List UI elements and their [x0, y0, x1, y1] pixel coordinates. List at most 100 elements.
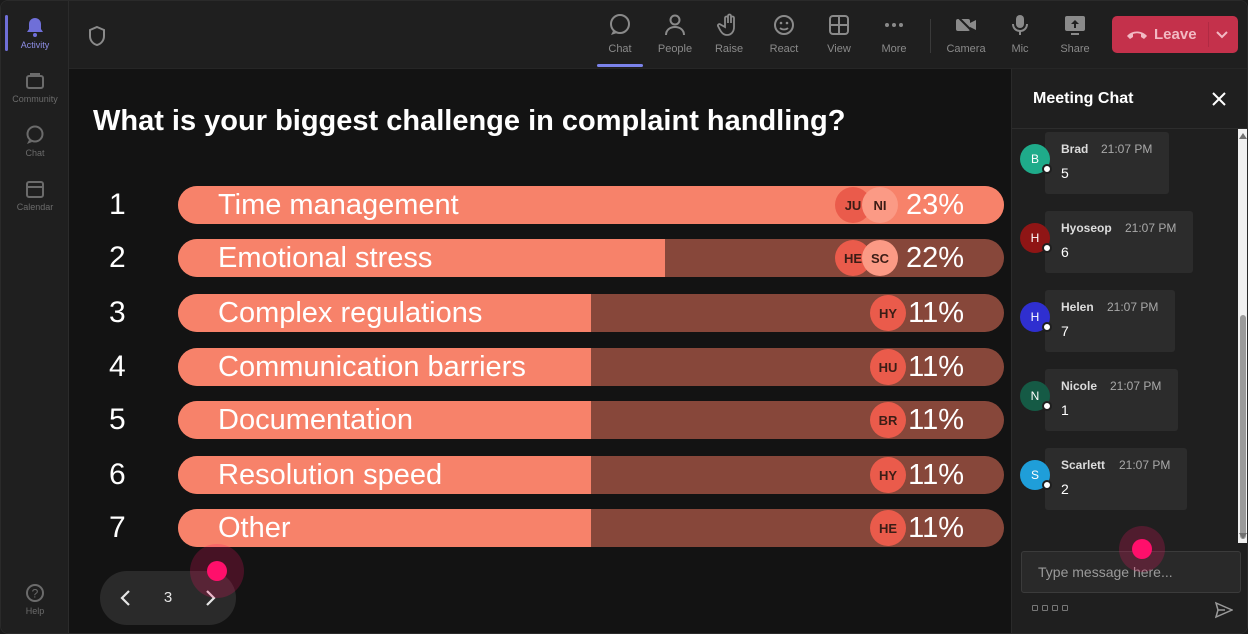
raise-button-label: Raise [714, 43, 744, 55]
attach-icon[interactable] [1042, 605, 1048, 611]
page-number: 3 [163, 589, 173, 606]
option-number: 1 [109, 188, 126, 221]
app-rail: Activity Community Chat Calendar ? Help [1, 1, 69, 633]
view-button-label: View [827, 43, 851, 55]
rail-item-chat[interactable]: Chat [1, 115, 69, 167]
meeting-chat-panel: Meeting Chat Brad 21:07 PM 5 B Hyoseop [1011, 69, 1247, 633]
chat-button[interactable]: Chat [595, 11, 645, 67]
option-label: Emotional stress [218, 242, 433, 274]
option-fill [178, 456, 591, 494]
bell-icon [25, 17, 45, 37]
avatar: H [1020, 302, 1052, 332]
rail-item-community[interactable]: Community [1, 61, 69, 113]
chat-divider [1012, 128, 1247, 129]
send-icon[interactable] [1214, 601, 1234, 619]
message-text: 5 [1061, 165, 1069, 181]
option-fill [178, 294, 591, 332]
people-button[interactable]: People [650, 11, 700, 61]
leave-button-label: Leave [1154, 26, 1197, 43]
option-bar[interactable]: Other HE 11% [178, 509, 1004, 547]
scroll-down-arrow-icon[interactable] [1239, 533, 1247, 539]
option-bar[interactable]: Resolution speed HY 11% [178, 456, 1004, 494]
option-number: 7 [109, 511, 126, 544]
option-fill [178, 239, 666, 277]
presence-dot [1042, 480, 1052, 490]
message-text: 1 [1061, 402, 1069, 418]
more-button[interactable]: More [869, 11, 919, 61]
rail-item-help[interactable]: ? Help [1, 573, 69, 625]
avatar-initial: S [1030, 468, 1039, 482]
option-percent: 11% [908, 351, 964, 383]
option-percent: 23% [905, 189, 964, 221]
chat-input-box[interactable] [1021, 551, 1241, 593]
close-icon[interactable] [1210, 90, 1228, 108]
shield-icon[interactable] [87, 25, 107, 47]
message-text: 7 [1061, 323, 1069, 339]
rail-label: Calendar [16, 201, 54, 212]
voter-avatar: HU [870, 349, 906, 385]
poll-option: 5 Documentation BR 11% [69, 401, 1011, 439]
voter-avatar: SC [862, 240, 898, 276]
mic-button[interactable]: Mic [995, 11, 1045, 61]
scroll-thumb[interactable] [1240, 315, 1246, 539]
camera-button-label: Camera [946, 43, 986, 55]
chat-message-input[interactable] [1022, 552, 1240, 592]
option-label: Communication barriers [218, 351, 526, 383]
format-text-icon[interactable] [1032, 605, 1038, 611]
raise-hand-button[interactable]: Raise [704, 11, 754, 61]
person-icon [663, 13, 687, 37]
message-text: 6 [1061, 244, 1069, 260]
message-bubble: Brad 21:07 PM 5 [1045, 132, 1169, 194]
view-button[interactable]: View [814, 11, 864, 61]
option-bar[interactable]: Emotional stress HE SC 22% [178, 239, 1004, 277]
poll-question: What is your biggest challenge in compla… [93, 105, 846, 137]
emoji-icon[interactable] [1052, 605, 1058, 611]
avatar-initial: H [1030, 231, 1040, 245]
message-time: 21:07 PM [1110, 379, 1162, 393]
option-bar[interactable]: Time management JU NI 23% [178, 186, 1004, 224]
leave-button[interactable]: Leave [1112, 16, 1238, 53]
voter-avatar: BR [870, 402, 906, 438]
rail-item-calendar[interactable]: Calendar [1, 169, 69, 221]
more-button-label: More [881, 43, 907, 55]
option-number: 3 [109, 296, 126, 329]
message-bubble: Helen 21:07 PM 7 [1045, 290, 1175, 352]
option-fill [178, 401, 591, 439]
chevron-left-icon[interactable] [114, 586, 138, 610]
phone-hangup-icon [1126, 28, 1148, 42]
option-fill [178, 509, 591, 547]
pointer-cursor [1119, 526, 1165, 572]
poll-option: 2 Emotional stress HE SC 22% [69, 239, 1011, 277]
react-button-label: React [769, 43, 799, 55]
sender-name: Scarlett [1061, 458, 1106, 472]
scroll-up-arrow-icon[interactable] [1239, 133, 1247, 139]
message-time: 21:07 PM [1107, 300, 1159, 314]
option-bar[interactable]: Communication barriers HU 11% [178, 348, 1004, 386]
option-label: Other [218, 512, 291, 544]
rail-item-activity[interactable]: Activity [1, 7, 69, 59]
share-button[interactable]: Share [1050, 11, 1100, 61]
message-bubble: Hyoseop 21:07 PM 6 [1045, 211, 1193, 273]
rail-label: Help [25, 605, 45, 616]
poll-option: 7 Other HE 11% [69, 509, 1011, 547]
gif-icon[interactable] [1062, 605, 1068, 611]
more-dots-icon [882, 13, 906, 37]
grid-view-icon [827, 13, 851, 37]
mic-button-label: Mic [1011, 43, 1029, 55]
option-bar[interactable]: Documentation BR 11% [178, 401, 1004, 439]
share-screen-icon [1063, 13, 1087, 37]
chat-icon [608, 13, 632, 37]
option-bar[interactable]: Complex regulations HY 11% [178, 294, 1004, 332]
option-label: Documentation [218, 404, 414, 436]
option-percent: 11% [908, 459, 964, 491]
chat-scrollbar[interactable] [1238, 129, 1247, 543]
sender-name: Nicole [1061, 379, 1098, 393]
camera-button[interactable]: Camera [941, 11, 991, 61]
chevron-right-icon[interactable] [198, 586, 222, 610]
presence-dot [1042, 164, 1052, 174]
share-button-label: Share [1060, 43, 1090, 55]
option-percent: 11% [908, 297, 964, 329]
react-button[interactable]: React [759, 11, 809, 61]
chevron-down-icon[interactable] [1214, 26, 1230, 42]
